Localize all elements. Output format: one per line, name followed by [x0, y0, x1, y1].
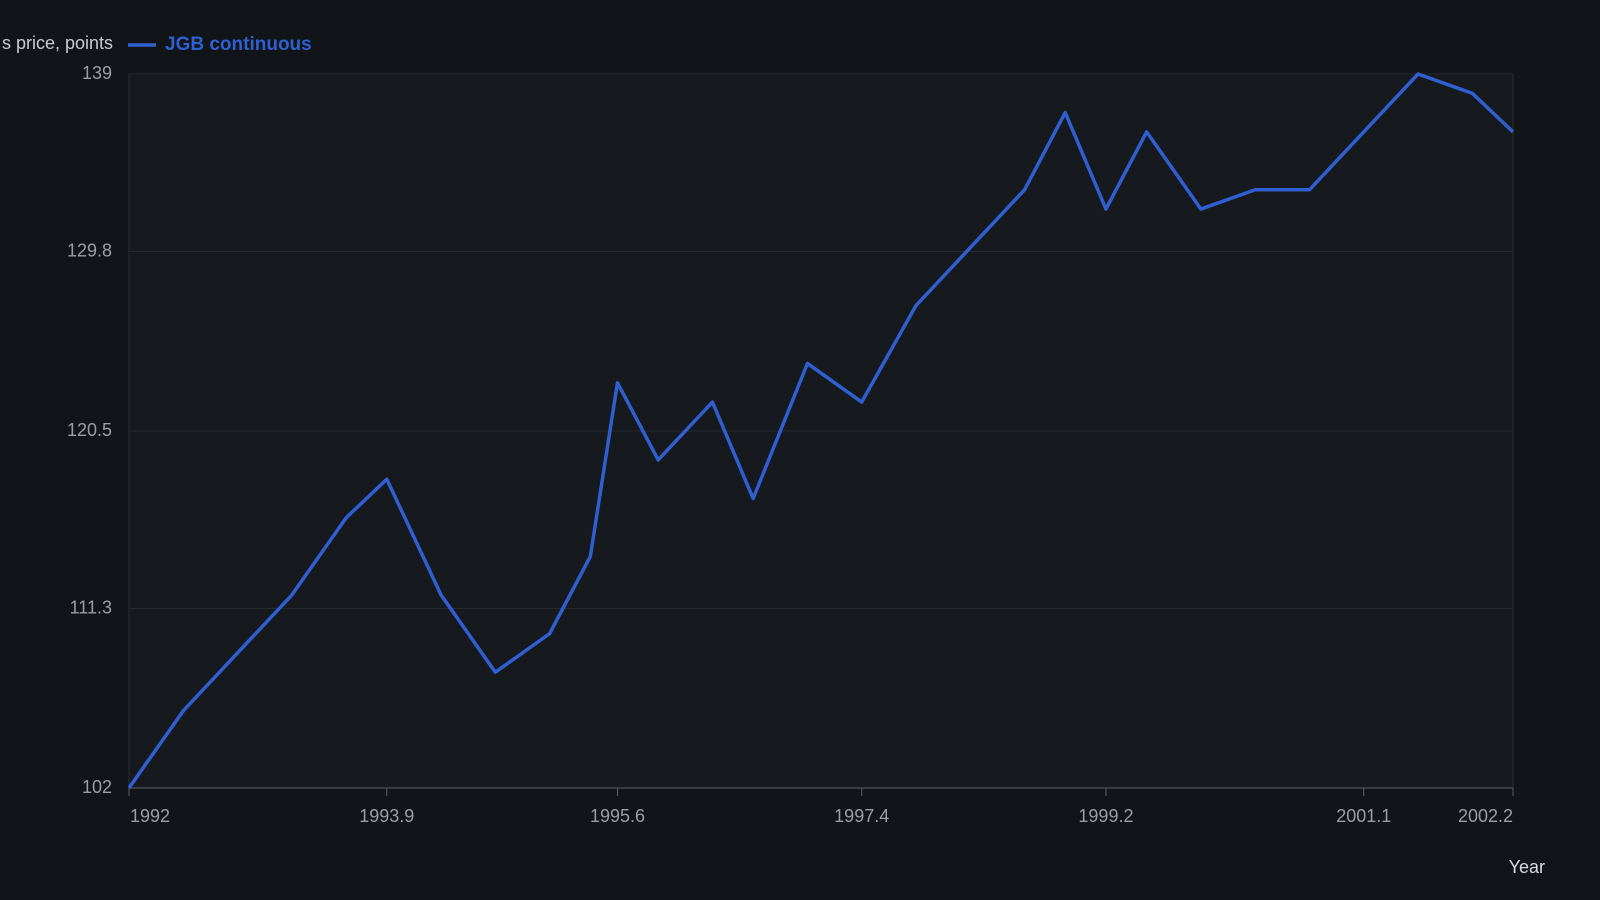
- legend-label: JGB continuous: [165, 34, 312, 55]
- x-tick-label: 1997.4: [834, 806, 889, 826]
- x-axis-label: Year: [1509, 857, 1545, 877]
- y-tick-label: 129.8: [67, 240, 112, 260]
- data-line: [127, 72, 1515, 790]
- y-tick-label: 102: [82, 777, 112, 797]
- x-tick-label: 2002.2: [1458, 806, 1513, 826]
- x-tick-label: 1993.9: [359, 806, 414, 826]
- x-tick-label: 2001.1: [1336, 806, 1391, 826]
- x-tick-label: 1999.2: [1078, 806, 1133, 826]
- y-tick-label: 139: [82, 63, 112, 83]
- y-tick-label: 111.3: [70, 597, 112, 617]
- y-tick-label: 120.5: [67, 420, 112, 440]
- y-axis-label: s price, points: [2, 33, 113, 53]
- x-tick-label: 1995.6: [590, 806, 645, 826]
- x-tick-label: 1992: [130, 806, 170, 826]
